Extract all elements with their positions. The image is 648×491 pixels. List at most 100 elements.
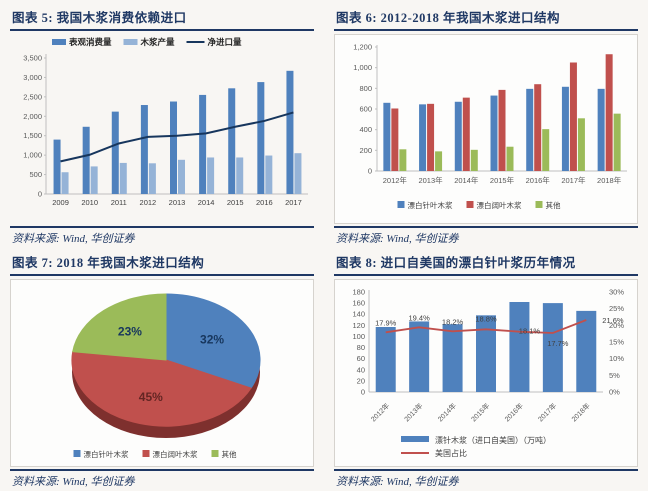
svg-text:18.1%: 18.1% — [519, 327, 541, 336]
figure-7-chart-canvas: 32% 45% 23% 漂白针叶木浆 漂白阔叶木浆 其他 — [71, 293, 261, 459]
svg-text:2015年: 2015年 — [490, 175, 515, 185]
figure-6-title: 图表 6: 2012-2018 年我国木浆进口结构 — [336, 11, 560, 25]
svg-text:2017年: 2017年 — [536, 401, 558, 423]
svg-text:0: 0 — [361, 388, 365, 397]
svg-text:400: 400 — [359, 125, 372, 134]
svg-text:180: 180 — [352, 288, 365, 297]
svg-text:2011: 2011 — [111, 198, 127, 207]
svg-text:120: 120 — [352, 321, 365, 330]
svg-text:2012: 2012 — [140, 198, 157, 207]
svg-text:2014: 2014 — [198, 198, 215, 207]
svg-text:19.4%: 19.4% — [409, 313, 431, 322]
svg-text:18.8%: 18.8% — [475, 314, 497, 323]
svg-text:100: 100 — [352, 332, 365, 341]
figure-6-source: 资料来源: Wind, 华创证券 — [336, 233, 459, 245]
svg-text:2015: 2015 — [227, 198, 244, 207]
svg-text:32%: 32% — [200, 332, 224, 346]
svg-text:800: 800 — [359, 84, 372, 93]
svg-text:17.7%: 17.7% — [547, 339, 569, 348]
figure-panel-6: 图表 6: 2012-2018 年我国木浆进口结构 0 200 400 600 800 1… — [324, 0, 648, 245]
svg-text:40: 40 — [357, 365, 365, 374]
svg-text:10%: 10% — [609, 354, 624, 363]
svg-text:17.9%: 17.9% — [375, 318, 397, 327]
svg-text:2017: 2017 — [285, 198, 302, 207]
svg-text:1,000: 1,000 — [23, 151, 42, 160]
svg-text:2017年: 2017年 — [561, 175, 586, 185]
svg-text:2013年: 2013年 — [402, 401, 424, 423]
figure-6-chart: 0 200 400 600 800 1,000 1,200 2012年 2013年 2014年 20… — [334, 34, 638, 224]
svg-text:其他: 其他 — [546, 200, 561, 210]
figure-5-source: 资料来源: Wind, 华创证券 — [12, 233, 135, 245]
svg-text:2016年: 2016年 — [526, 175, 551, 185]
svg-text:木浆产量: 木浆产量 — [140, 37, 176, 47]
svg-text:18.2%: 18.2% — [442, 317, 464, 326]
figure-5-chart: 表观消费量 木浆产量 净进口量 0 500 1,000 1,500 2,000 2,500 3,0… — [10, 34, 314, 224]
svg-text:20%: 20% — [609, 321, 624, 330]
svg-text:600: 600 — [359, 105, 372, 114]
svg-text:2014年: 2014年 — [436, 401, 458, 423]
svg-text:0%: 0% — [609, 388, 620, 397]
svg-text:2016年: 2016年 — [503, 401, 525, 423]
svg-text:21.6%: 21.6% — [602, 316, 624, 325]
svg-text:2009: 2009 — [52, 198, 69, 207]
svg-text:1,000: 1,000 — [353, 63, 372, 72]
svg-text:1,500: 1,500 — [23, 131, 42, 140]
figure-7-title-rule — [10, 274, 314, 276]
svg-text:140: 140 — [352, 310, 365, 319]
figure-7-title: 图表 7: 2018 年我国木浆进口结构 — [12, 256, 205, 270]
figure-5-title: 图表 5: 我国木浆消费依赖进口 — [12, 11, 187, 25]
svg-text:23%: 23% — [118, 324, 142, 338]
svg-text:2014年: 2014年 — [454, 175, 479, 185]
svg-text:3,000: 3,000 — [23, 73, 42, 82]
svg-text:200: 200 — [359, 146, 372, 155]
figure-8-source: 资料来源: Wind, 华创证券 — [336, 476, 459, 488]
figure-7-source: 资料来源: Wind, 华创证券 — [12, 476, 135, 488]
svg-text:2012年: 2012年 — [369, 401, 391, 423]
figure-5-title-rule — [10, 29, 314, 31]
figure-panel-8: 图表 8: 进口自美国的漂白针叶浆历年情况 0 20 40 60 80 100 120 140… — [324, 245, 648, 488]
figure-6-source-rule — [334, 226, 638, 228]
svg-text:2018年: 2018年 — [597, 175, 622, 185]
svg-text:0: 0 — [368, 167, 372, 176]
svg-text:80: 80 — [357, 343, 365, 352]
svg-text:60: 60 — [357, 354, 365, 363]
svg-text:表观消费量: 表观消费量 — [68, 37, 112, 47]
figure-6-chart-canvas: 0 200 400 600 800 1,000 1,200 2012年 2013年 2014年 20… — [353, 43, 627, 210]
svg-text:漂白针叶木浆: 漂白针叶木浆 — [84, 449, 129, 459]
svg-text:500: 500 — [29, 170, 42, 179]
svg-text:0: 0 — [38, 190, 42, 199]
figure-panel-5: 图表 5: 我国木浆消费依赖进口 表观消费量 木浆产量 净进口量 0 500 1,000 1… — [0, 0, 324, 245]
figure-8-source-rule — [334, 469, 638, 471]
svg-text:20: 20 — [357, 376, 365, 385]
svg-text:30%: 30% — [609, 288, 624, 297]
figure-5-source-rule — [10, 226, 314, 228]
figure-5-chart-canvas: 表观消费量 木浆产量 净进口量 0 500 1,000 1,500 2,000 2,500 3,0… — [23, 37, 308, 207]
svg-text:3,500: 3,500 — [23, 54, 42, 63]
svg-text:5%: 5% — [609, 371, 620, 380]
figure-6-title-rule — [334, 29, 638, 31]
figure-7-chart: 32% 45% 23% 漂白针叶木浆 漂白阔叶木浆 其他 — [10, 279, 314, 467]
figure-7-source-rule — [10, 469, 314, 471]
svg-text:2013: 2013 — [169, 198, 186, 207]
svg-text:其他: 其他 — [222, 449, 237, 459]
svg-text:2015年: 2015年 — [469, 401, 491, 423]
svg-text:2,500: 2,500 — [23, 92, 42, 101]
svg-text:15%: 15% — [609, 338, 624, 347]
figure-8-title: 图表 8: 进口自美国的漂白针叶浆历年情况 — [336, 256, 576, 270]
svg-text:净进口量: 净进口量 — [208, 37, 243, 47]
figure-panel-7: 图表 7: 2018 年我国木浆进口结构 32% 45% 23% 漂白针叶木浆 漂白阔叶… — [0, 245, 324, 488]
svg-text:25%: 25% — [609, 304, 624, 313]
svg-text:2012年: 2012年 — [383, 175, 408, 185]
svg-text:漂白阔叶木浆: 漂白阔叶木浆 — [153, 449, 198, 459]
svg-text:45%: 45% — [139, 390, 163, 404]
svg-text:漂白阔叶木浆: 漂白阔叶木浆 — [477, 200, 522, 210]
svg-text:2010: 2010 — [81, 198, 98, 207]
svg-text:漂白针叶木浆: 漂白针叶木浆 — [408, 200, 453, 210]
svg-text:漂针木浆（进口自美国）（万吨）: 漂针木浆（进口自美国）（万吨） — [435, 435, 551, 445]
figure-8-title-rule — [334, 274, 638, 276]
svg-text:2,000: 2,000 — [23, 112, 42, 121]
svg-text:2013年: 2013年 — [418, 175, 443, 185]
svg-text:2016: 2016 — [256, 198, 273, 207]
figure-8-chart: 0 20 40 60 80 100 120 140 160 180 0% 5% 10% 15% 20% 25%… — [334, 279, 638, 467]
